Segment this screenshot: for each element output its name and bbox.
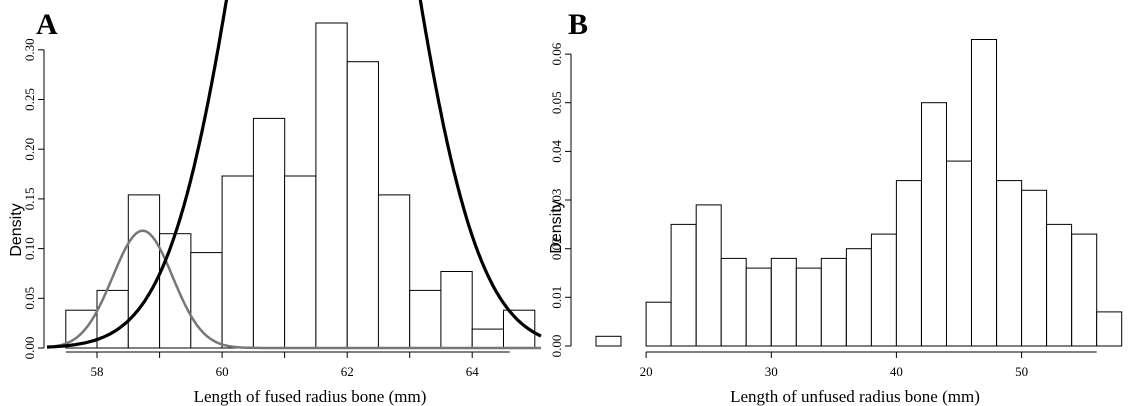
histogram-bar [946,160,972,347]
histogram-bar [1021,189,1048,347]
panel-b-x-axis: 20 30 40 50 [640,351,1097,379]
panel-a-y-axis: 0.00 0.05 0.10 0.15 0.20 0.25 0.30 [22,38,45,360]
histogram-bar [159,233,192,349]
x-tick-label: 50 [1015,364,1028,379]
x-tick-label: 58 [91,364,104,379]
y-tick-label: 0.06 [549,42,564,65]
x-tick-label: 60 [216,364,229,379]
y-tick-label: 0.10 [22,237,37,260]
panel-b-histogram: B 20 30 40 50 0.000.010.020.030.040.050.06 … [548,8,1123,406]
y-tick-label: 0.05 [549,91,564,114]
histogram-bar [1046,223,1073,347]
x-tick-label: 62 [341,364,354,379]
histogram-bar [921,102,947,347]
histogram-bar [284,175,317,349]
histogram-bar [595,335,622,347]
x-tick-label: 30 [765,364,778,379]
panel-b-letter: B [568,8,588,41]
histogram-bar [645,301,672,347]
histogram-bar [315,22,348,349]
y-tick-label: 0.02 [549,237,564,260]
histogram-bar [795,267,822,347]
y-tick-label: 0.03 [549,189,564,212]
histogram-bar [1096,311,1123,347]
y-tick-label: 0.00 [22,337,37,360]
panel-a-density-curves [46,0,542,350]
x-tick-label: 20 [640,364,653,379]
histogram-bar [127,194,161,349]
histogram-bar [770,257,797,347]
histogram-bar [695,204,722,347]
histogram-bar [895,180,922,347]
histogram-bar [845,248,872,347]
panel-a-x-axis: 58 60 62 64 [65,351,510,379]
histogram-bar [1071,233,1098,347]
density-curve-2 [46,0,542,349]
panel-b-bars [595,39,1123,347]
histogram-bar [252,117,286,349]
y-tick-label: 0.04 [549,140,564,163]
panel-a-histogram: A 58 60 62 64 0.000.050.100.150.200.250.30 … [8,0,542,406]
panel-b-x-axis-title: Length of unfused radius bone (mm) [730,387,980,406]
x-tick-label: 64 [466,364,480,379]
histogram-bar [440,271,473,349]
histogram-bar [996,180,1023,347]
panel-b-y-axis: 0.00 0.01 0.02 0.03 0.04 0.05 0.06 [549,42,572,358]
density-curve-1 [46,229,541,350]
y-tick-label: 0.25 [22,88,37,111]
histogram-bar [720,257,747,347]
y-tick-label: 0.20 [22,138,37,161]
histogram-bar [221,175,254,349]
y-tick-label: 0.01 [549,286,564,309]
panel-a-letter: A [36,8,58,41]
y-tick-label: 0.30 [22,38,37,61]
panel-a-bars [65,22,536,349]
panel-a-y-axis-title: Density [8,203,25,256]
y-tick-label: 0.00 [549,335,564,358]
panel-b-y-axis-title: Density [548,200,565,253]
histogram-bar [971,39,997,347]
histogram-bar [745,267,772,347]
histogram-bar [346,61,380,349]
histogram-bar [870,233,897,347]
histogram-bar [670,223,697,347]
y-tick-label: 0.05 [22,287,37,310]
y-tick-label: 0.15 [22,188,37,211]
histogram-bar [471,328,505,349]
x-tick-label: 40 [890,364,903,379]
histogram-bar [190,252,223,349]
histogram-bar [409,289,442,349]
histogram-bar [820,257,847,347]
histogram-bar [377,194,411,349]
panel-a-x-axis-title: Length of fused radius bone (mm) [194,387,427,406]
